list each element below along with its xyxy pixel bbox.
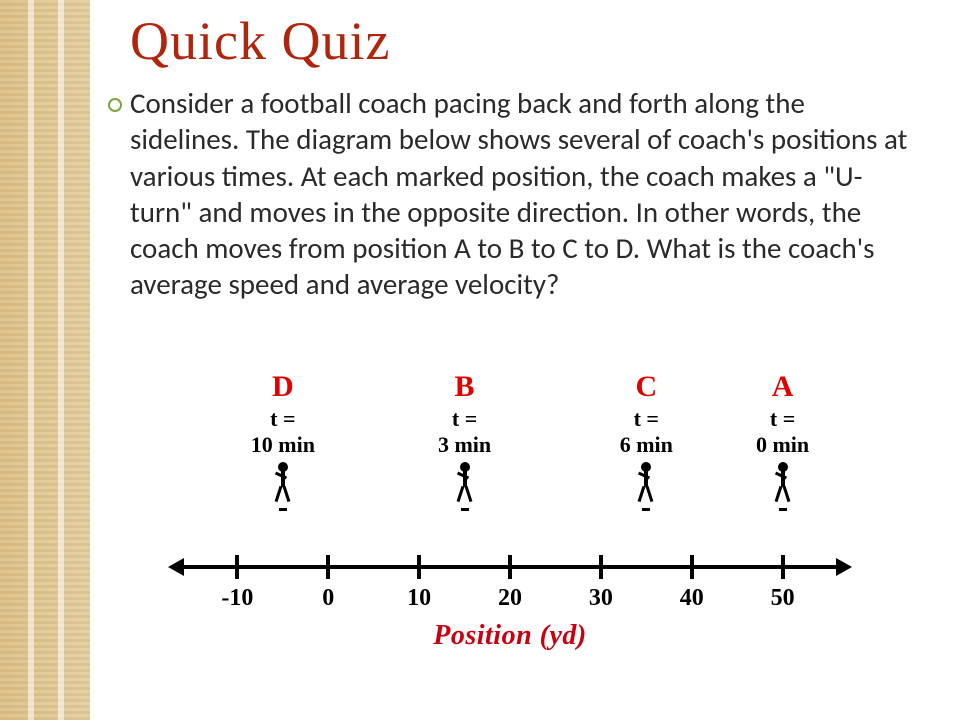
axis-tick-label: 30 — [589, 585, 613, 612]
point-time-value: 0 min — [743, 432, 823, 458]
walker-icon — [271, 462, 295, 504]
walker-icon — [634, 462, 658, 504]
bullet-icon — [108, 98, 122, 112]
diagram-point: At =0 min — [743, 370, 823, 504]
question-text: Consider a football coach pacing back an… — [130, 85, 910, 303]
point-time: t = — [243, 406, 323, 432]
axis-label: Position (yd) — [170, 620, 850, 652]
point-label: A — [743, 370, 823, 404]
walker-icon — [771, 462, 795, 504]
axis-tick — [235, 555, 239, 579]
number-line-axis: -10 0 10 20 30 40 50 — [170, 555, 850, 625]
diagram-point: Dt =10 min — [243, 370, 323, 504]
point-label: B — [425, 370, 505, 404]
point-time-value: 6 min — [606, 432, 686, 458]
diagram-point: Ct =6 min — [606, 370, 686, 504]
decorative-sidebar — [0, 0, 90, 720]
point-label: C — [606, 370, 686, 404]
point-label: D — [243, 370, 323, 404]
axis-tick — [690, 555, 694, 579]
point-time: t = — [743, 406, 823, 432]
walker-icon — [453, 462, 477, 504]
axis-tick — [599, 555, 603, 579]
axis-tick — [326, 555, 330, 579]
axis-tick — [781, 555, 785, 579]
point-time-value: 10 min — [243, 432, 323, 458]
axis-tick-label: 40 — [680, 585, 704, 612]
slide-title: Quick Quiz — [130, 10, 390, 72]
axis-tick — [508, 555, 512, 579]
axis-tick — [417, 555, 421, 579]
axis-tick-label: 10 — [407, 585, 431, 612]
axis-tick-label: 20 — [498, 585, 522, 612]
axis-tick-label: -10 — [221, 585, 253, 612]
axis-tick-label: 50 — [771, 585, 795, 612]
point-time-value: 3 min — [425, 432, 505, 458]
position-diagram: Dt =10 minBt =3 minCt =6 minAt =0 min -1… — [170, 370, 850, 660]
axis-tick-label: 0 — [322, 585, 334, 612]
point-time: t = — [606, 406, 686, 432]
point-time: t = — [425, 406, 505, 432]
diagram-point: Bt =3 min — [425, 370, 505, 504]
